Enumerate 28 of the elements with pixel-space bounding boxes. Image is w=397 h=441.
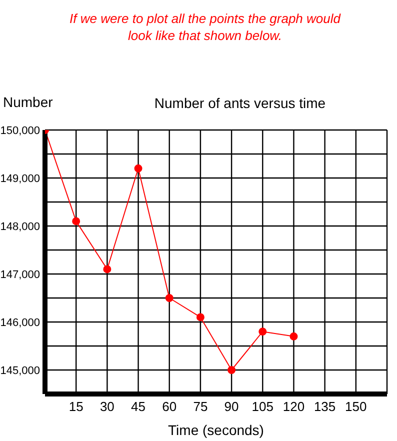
x-tick-label: 15 — [68, 399, 84, 414]
y-tick-label: 150,000 — [0, 124, 40, 137]
y-tick-label: 146,000 — [0, 316, 40, 329]
x-axis-title: Time (seconds) — [168, 422, 264, 438]
x-tick-label: 45 — [131, 399, 146, 414]
point — [290, 332, 298, 340]
point — [72, 217, 80, 226]
point — [228, 366, 236, 374]
y-tick-label: 147,000 — [0, 268, 40, 281]
point — [165, 294, 174, 302]
x-tick-label: 120 — [282, 399, 305, 414]
y-axis-title: Number — [3, 94, 53, 110]
x-tick-label: 75 — [193, 399, 208, 414]
point — [258, 328, 267, 336]
y-tick-label: 148,000 — [0, 220, 40, 233]
y-tick-label: 145,000 — [0, 364, 40, 377]
x-tick-label: 135 — [314, 399, 336, 414]
x-tick-label: 30 — [100, 399, 114, 414]
x-tick-label: 105 — [252, 399, 274, 414]
x-tick-label: 150 — [345, 399, 367, 414]
chart-title: Number of ants versus time — [153, 95, 327, 111]
y-tick-label: 149,000 — [0, 172, 40, 185]
x-tick-label: 90 — [224, 399, 239, 414]
point — [103, 265, 112, 274]
point — [134, 164, 142, 172]
text: If we were to plot all the points the graph would look like that shown below. — [68, 10, 342, 44]
point — [196, 313, 204, 322]
x-tick-label: 60 — [162, 399, 177, 414]
